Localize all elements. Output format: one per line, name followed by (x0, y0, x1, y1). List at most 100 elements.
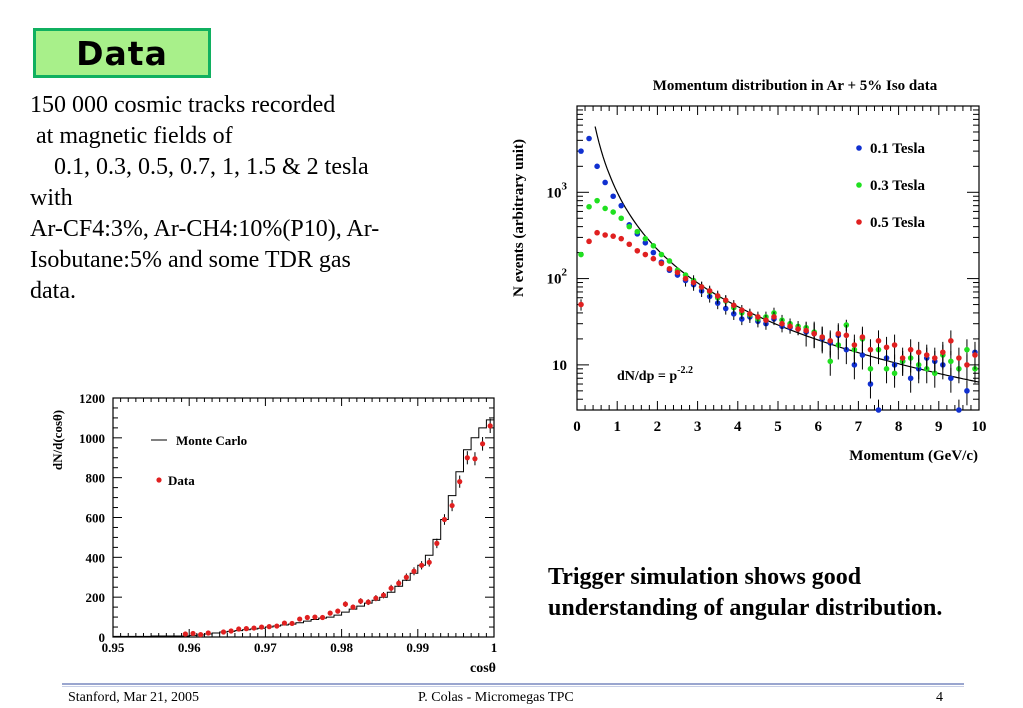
data-point (907, 375, 914, 382)
y-tick-label: 1200 (79, 391, 105, 406)
data-point (843, 332, 850, 339)
data-point (964, 346, 970, 353)
momentum-x-label: Momentum (GeV/c) (849, 448, 978, 464)
data-point (650, 255, 657, 262)
data-point (434, 540, 440, 546)
data-point (650, 242, 657, 249)
data-point (779, 320, 785, 327)
data-point (867, 366, 874, 372)
data-point (827, 358, 834, 365)
x-tick-label: 1 (491, 640, 498, 655)
legend-marker (856, 219, 862, 225)
data-point (594, 163, 600, 170)
data-point (426, 559, 432, 565)
data-point (373, 595, 379, 601)
data-point (907, 346, 914, 353)
footer-page-number: 4 (936, 690, 943, 705)
data-point (956, 407, 962, 413)
footer-author-talk: P. Colas - Micromegas TPC (418, 690, 574, 705)
data-point (312, 614, 318, 620)
data-point (827, 338, 834, 344)
footer-venue-date: Stanford, Mar 21, 2005 (68, 690, 200, 705)
data-point (457, 479, 463, 485)
footer-divider (62, 683, 964, 685)
x-tick-label: 0 (573, 419, 581, 435)
intro-text: 150 000 cosmic tracks recorded at magnet… (30, 90, 500, 307)
data-point (258, 624, 265, 630)
data-point (586, 135, 592, 142)
data-point (931, 370, 938, 377)
data-point (666, 265, 673, 272)
data-point (626, 223, 633, 230)
data-point (610, 233, 616, 239)
legend-label: Monte Carlo (176, 433, 247, 448)
y-tick-label: 0 (99, 630, 106, 645)
y-tick-label: 103 (547, 180, 568, 201)
y-tick-label: 800 (86, 471, 106, 486)
x-tick-label: 0.97 (254, 640, 277, 655)
y-tick-label: 200 (86, 590, 106, 605)
data-point (610, 209, 616, 215)
data-point (972, 352, 978, 358)
data-point (739, 307, 745, 314)
data-point (722, 305, 729, 312)
data-point (948, 338, 954, 344)
data-point (803, 327, 809, 334)
data-point (403, 574, 409, 580)
intro-line: Ar-CF4:3%, Ar-CH4:10%(P10), Ar- (30, 216, 380, 242)
data-point (698, 284, 705, 290)
intro-line: Isobutane:5% and some TDR gas (30, 247, 351, 273)
data-point (266, 624, 272, 630)
data-point (205, 630, 211, 636)
data-point (658, 251, 665, 258)
data-point (190, 630, 196, 637)
x-tick-label: 5 (774, 419, 782, 435)
data-point (634, 228, 641, 235)
fit-formula-base: dN/dp = p (617, 369, 677, 384)
data-point (586, 203, 592, 210)
data-point (883, 344, 890, 351)
x-tick-label: 4 (734, 419, 742, 435)
data-point (819, 334, 826, 340)
data-point (411, 568, 417, 574)
data-point (851, 342, 858, 348)
data-point (875, 407, 882, 413)
data-point (594, 229, 600, 236)
data-point (327, 610, 333, 616)
y-tick-label: 400 (86, 550, 106, 565)
data-point (578, 251, 584, 258)
data-point (964, 388, 970, 394)
intro-line: at magnetic fields of (30, 123, 233, 149)
x-tick-label: 0.95 (102, 640, 125, 655)
trigger-simulation-note: Trigger simulation shows good understand… (548, 564, 943, 621)
fit-formula-annotation: dN/dp = p-2.2 (617, 365, 693, 384)
x-tick-label: 10 (972, 419, 987, 435)
data-point (220, 629, 227, 635)
footer-divider-thin (62, 686, 964, 687)
data-point (851, 362, 858, 368)
angular-x-label: cosθ (470, 661, 496, 676)
y-tick-exponent: 3 (562, 180, 568, 192)
data-point (674, 269, 681, 276)
data-point (274, 623, 280, 629)
data-point (859, 352, 866, 358)
intro-line: 150 000 cosmic tracks recorded (30, 92, 336, 118)
y-tick-label: 10 (552, 358, 567, 374)
angular-plot-frame (112, 397, 495, 638)
data-point (923, 352, 930, 358)
data-point (682, 275, 689, 282)
data-point (365, 599, 371, 605)
data-point (642, 251, 649, 258)
data-point (198, 632, 204, 638)
momentum-y-label: N events (arbitrary unit) (511, 139, 527, 297)
data-point (835, 330, 842, 337)
data-point (626, 241, 633, 248)
data-point (763, 317, 769, 323)
data-point (380, 592, 387, 598)
legend-marker (856, 145, 862, 151)
legend-label: 0.1 Tesla (870, 141, 926, 157)
data-point (289, 620, 295, 627)
data-point (730, 302, 737, 309)
data-point (464, 455, 470, 461)
data-point (388, 585, 394, 591)
